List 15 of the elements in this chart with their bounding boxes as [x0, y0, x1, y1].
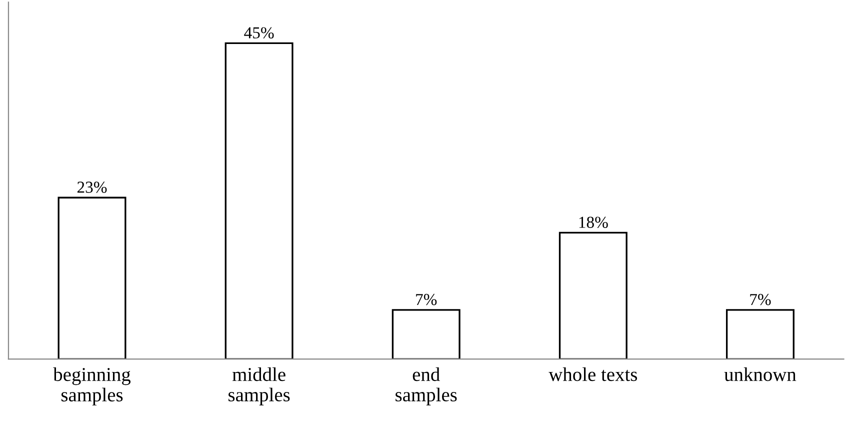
x-tick-label: whole texts	[548, 367, 638, 382]
data-label: 23%	[77, 182, 107, 193]
data-label: 18%	[579, 216, 608, 228]
bar	[58, 196, 126, 360]
x-tick-label: beginning samples	[53, 367, 131, 406]
bar	[726, 309, 794, 360]
data-label: 7%	[750, 294, 771, 306]
data-label: 45%	[244, 27, 274, 38]
x-tick-label: end samples	[396, 367, 457, 406]
x-tick-label: middle samples	[228, 367, 290, 406]
data-label: 7%	[416, 294, 437, 306]
bar	[392, 309, 460, 360]
bar	[558, 232, 628, 360]
bar	[224, 42, 294, 360]
x-tick-label: unknown	[724, 367, 796, 382]
